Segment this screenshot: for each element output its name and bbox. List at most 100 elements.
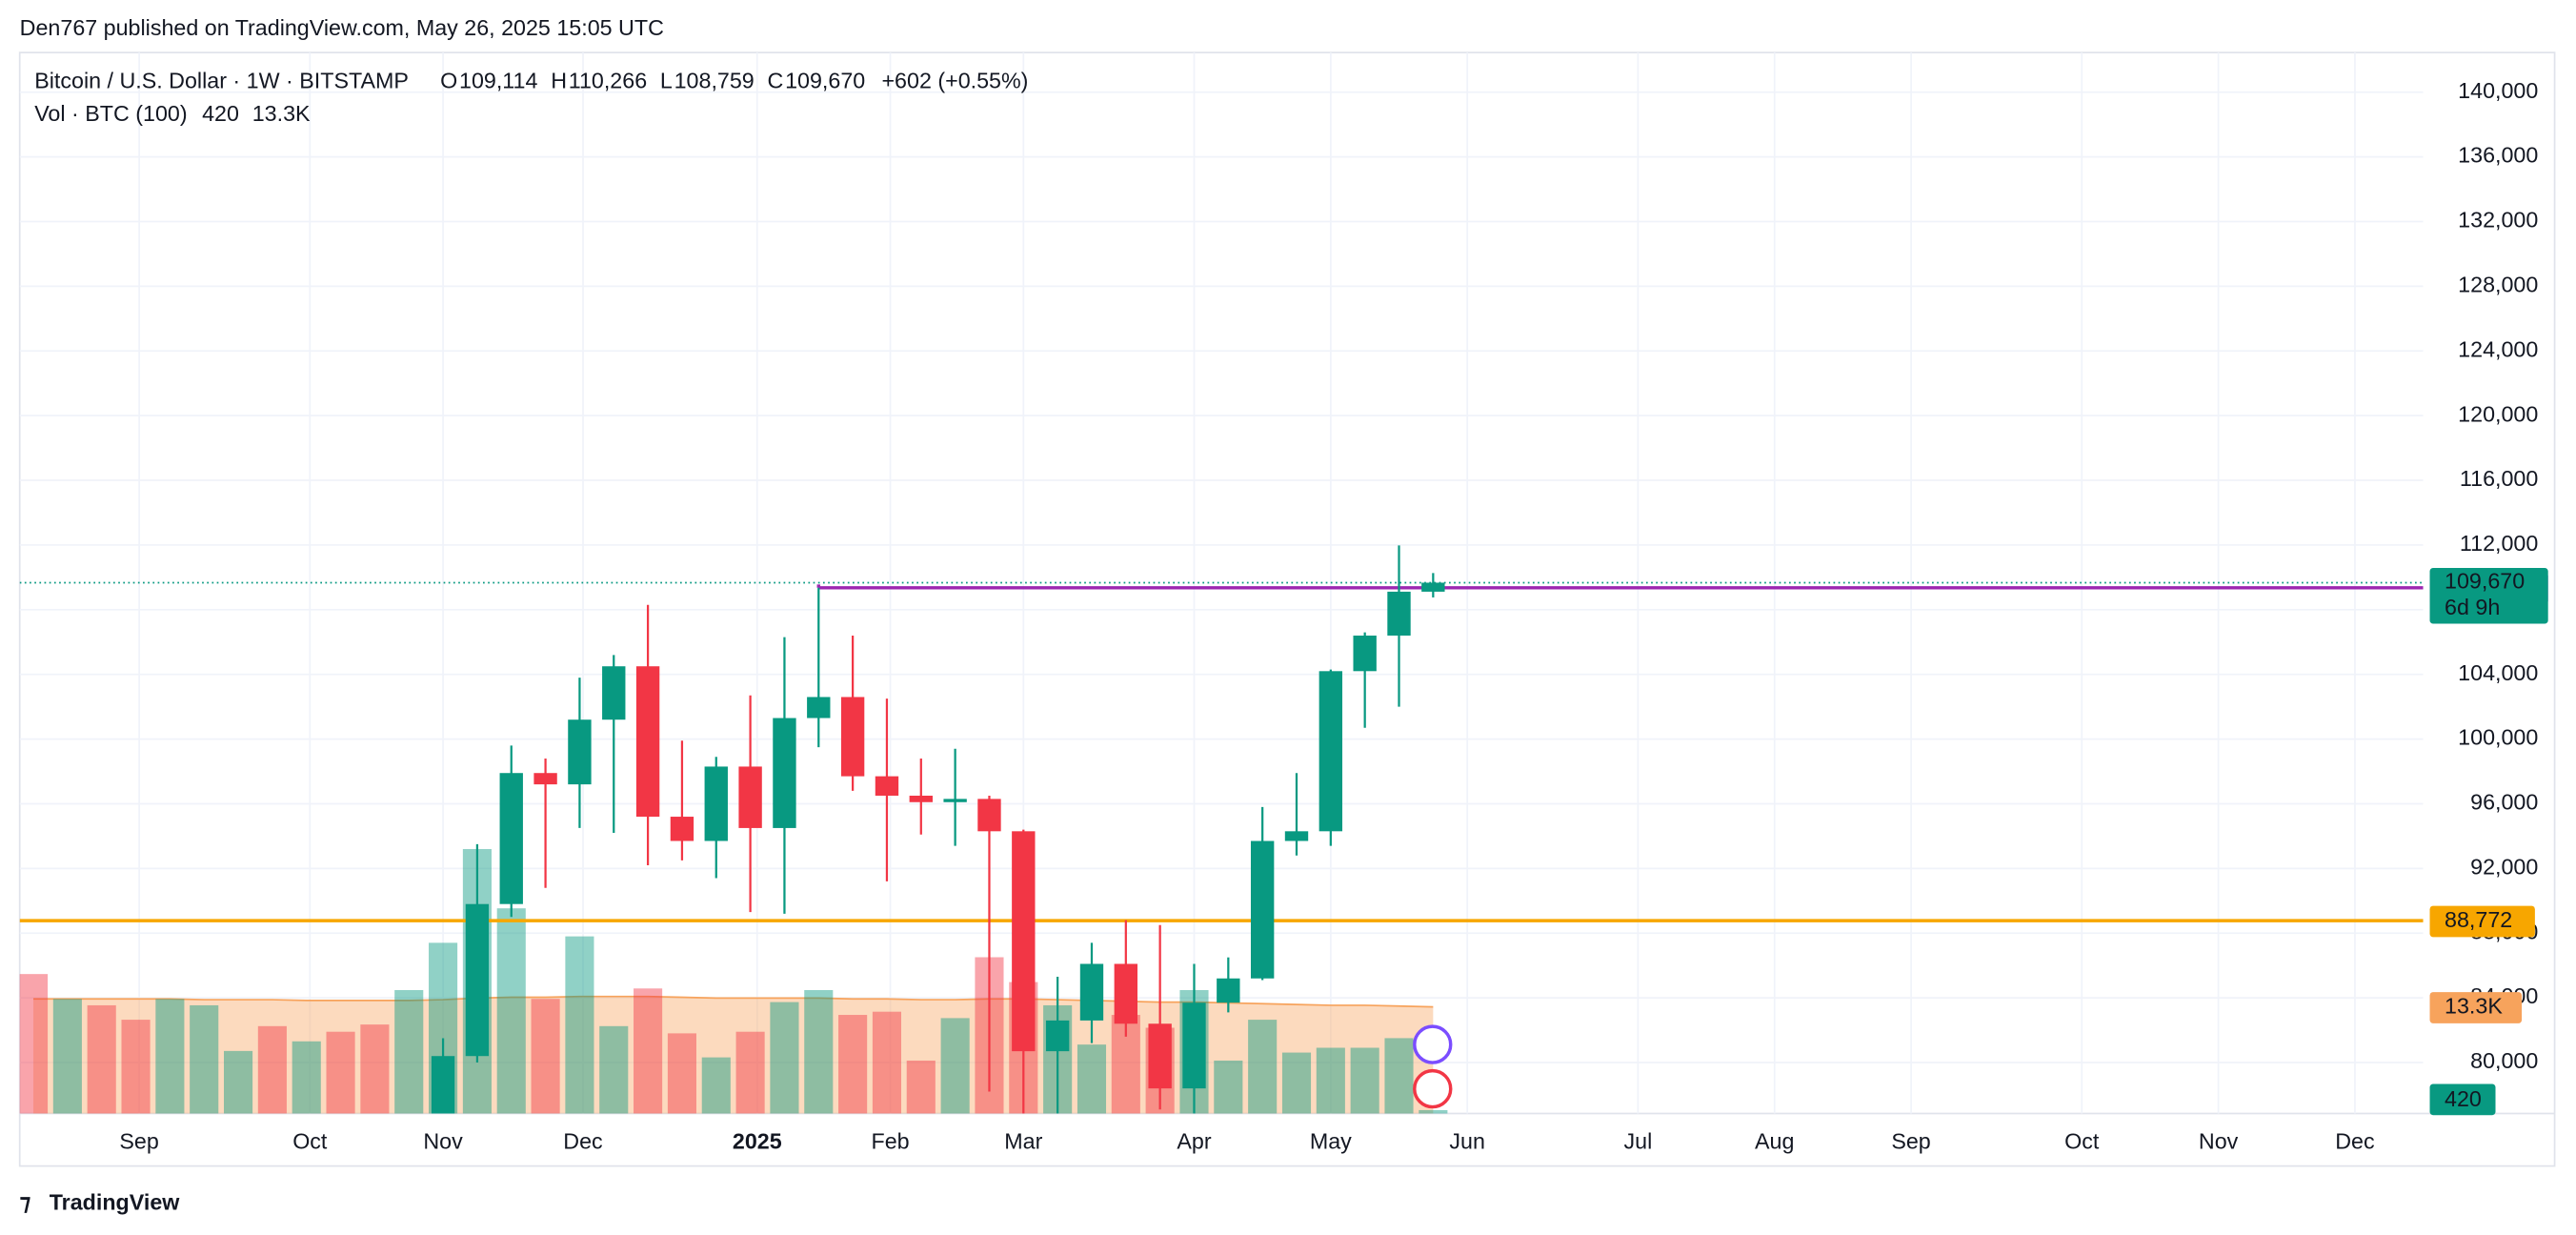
x-tick-label: Jul [1623,1129,1652,1154]
countdown-label: 6d 9h [2445,595,2500,619]
candle-body [465,903,490,1057]
volume-bar [52,999,82,1114]
candle-body [602,666,626,720]
y-tick-label: 120,000 [2458,401,2538,426]
volume-bar [599,1025,629,1114]
price-label-box [2429,905,2535,938]
ohlc-value: 109,670 [785,68,865,92]
candle-body [1114,963,1137,1024]
volume-title: Vol · BTC (100) [34,101,187,126]
volume-bar [257,1025,287,1114]
candle-body [840,697,865,777]
x-tick-label: Sep [1891,1129,1930,1154]
ohlc-prefix: C [768,68,784,92]
candle-body [670,817,694,841]
volume-ma-label: 13.3K [2445,994,2503,1019]
candle-body [1353,635,1377,672]
volume-bar [326,1031,355,1114]
candle-body [704,766,728,841]
volume-label: 420 [2445,1086,2482,1111]
brand-logo: ⁊ [20,1189,31,1214]
candle-body [1217,978,1240,1003]
volume-bar [1248,1020,1278,1114]
volume-bar [496,908,526,1114]
y-tick-label: 100,000 [2458,725,2538,750]
price-label: 88,772 [2445,907,2512,932]
volume-bar [906,1060,936,1114]
y-tick-label: 80,000 [2470,1048,2538,1073]
volume-bar [531,999,560,1114]
ohlc-value: 110,266 [569,68,647,92]
volume-bar [1350,1047,1379,1114]
candle-body [1284,831,1309,841]
price-label-box [2429,567,2548,624]
ohlc-prefix: L [660,68,673,92]
x-tick-label: Dec [2335,1129,2375,1154]
candle-body [533,773,557,785]
assistant-icon[interactable] [1413,1024,1453,1064]
y-tick-label: 128,000 [2458,273,2538,297]
candle-body [568,719,592,785]
ohlc-prefix: H [551,68,567,92]
x-tick-label: 2025 [733,1129,782,1154]
ohlc-value: 108,759 [674,68,755,92]
x-tick-label: Mar [1004,1129,1042,1154]
x-tick-label: Nov [2199,1129,2239,1154]
symbol: Bitcoin / U.S. Dollar · 1W · BITSTAMP [34,68,409,92]
x-tick-label: Dec [563,1129,603,1154]
y-tick-label: 124,000 [2458,336,2538,361]
candle-body [1318,671,1343,832]
volume-bar [735,1031,765,1114]
volume-bar [634,988,663,1114]
x-tick-label: Jun [1449,1129,1485,1154]
volume-ma-area [33,996,1434,1114]
volume-bar [190,1004,219,1114]
volume-bar [667,1033,696,1114]
volume-bar [360,1024,390,1114]
candle-body [635,666,660,818]
candle-body [773,718,796,828]
volume-bar [1316,1047,1345,1114]
volume-bar [565,936,594,1114]
candle-body [738,766,762,828]
volume-bar [1419,1109,1448,1114]
x-tick-label: Oct [292,1129,328,1154]
y-tick-label: 116,000 [2460,466,2538,491]
x-tick-label: Feb [871,1129,909,1154]
volume-bar [1281,1052,1312,1114]
volume-bar [394,989,424,1114]
candle-body [1421,582,1445,592]
x-tick-label: Oct [2064,1129,2100,1154]
flag-icon[interactable] [1413,1068,1453,1109]
y-tick-label: 132,000 [2458,208,2538,233]
volume-bar [701,1057,731,1114]
candle-body [909,795,933,802]
candle-body [1045,1020,1070,1052]
volume-ma-value: 13.3K [252,101,311,126]
volume-bar [121,1020,151,1114]
x-tick-label: Nov [423,1129,463,1154]
volume-label-box [2429,1083,2496,1116]
volume-bar [19,974,49,1114]
volume-bar [940,1018,970,1114]
y-tick-label: 112,000 [2460,531,2538,556]
candle-body [807,697,831,719]
candle-body [943,799,967,802]
volume-ma-line [33,995,1434,1008]
y-tick-label: 92,000 [2470,854,2538,879]
candle-body [1012,831,1036,1052]
y-tick-label: 104,000 [2458,660,2538,685]
x-tick-label: Sep [119,1129,158,1154]
candle-body [1079,963,1104,1021]
candle-body [499,773,523,904]
ohlc-prefix: O [440,68,457,92]
y-tick-label: 136,000 [2458,143,2538,168]
volume-bar [838,1015,868,1114]
candle-body [1250,840,1275,979]
candle-body [1148,1023,1172,1089]
x-tick-label: Aug [1755,1129,1794,1154]
volume-ma-label-box [2429,992,2523,1023]
plot [19,52,2424,1114]
